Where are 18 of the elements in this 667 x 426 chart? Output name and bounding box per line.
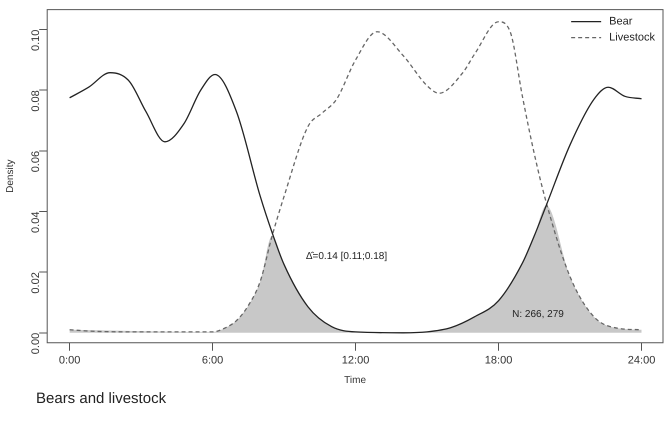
y-tick-label: 0.04 — [30, 212, 42, 233]
y-tick-label: 0.08 — [30, 90, 42, 112]
x-tick-label: 6:00 — [202, 354, 224, 366]
x-tick-label: 12:00 — [342, 354, 370, 366]
x-tick-label: 18:00 — [484, 354, 512, 366]
y-tick-label: 0.00 — [30, 332, 42, 354]
text: Bears and livestock — [35, 390, 168, 407]
x-axis-title: Time — [344, 374, 366, 386]
y-tick-label: 0.06 — [30, 150, 42, 172]
y-tick-label: 0.10 — [30, 30, 42, 52]
x-tick-label: 24:00 — [628, 354, 656, 366]
annotation: N: 266, 279 — [512, 309, 564, 320]
annotation: Δ̂=0.14 [0.11;0.18] — [306, 250, 388, 262]
legend-label: Livestock — [609, 32, 656, 44]
y-tick-label: 0.02 — [30, 272, 42, 294]
y-axis-title: Density — [4, 160, 16, 193]
x-tick-label: 0:00 — [58, 354, 80, 366]
legend-label: Bear — [609, 16, 633, 28]
